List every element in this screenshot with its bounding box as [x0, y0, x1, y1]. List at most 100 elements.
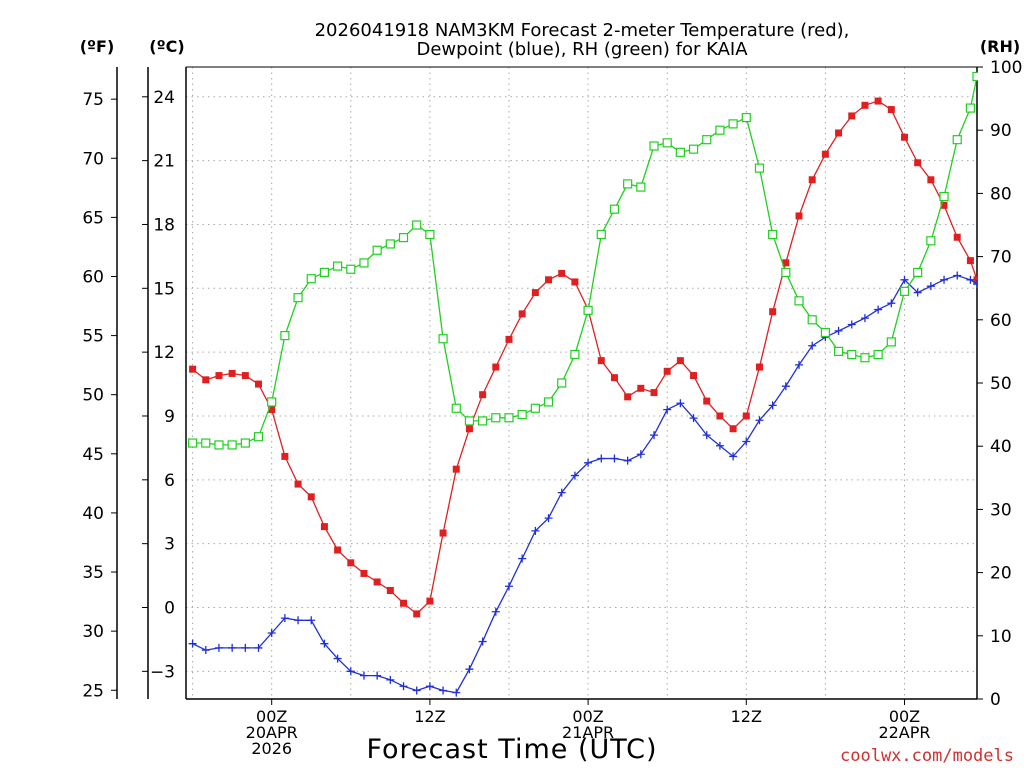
temperature-point — [940, 201, 948, 209]
dewpoint-point — [294, 616, 303, 625]
temperature-point — [320, 523, 328, 531]
rh-point — [741, 112, 751, 123]
rh-point — [609, 204, 620, 214]
temperature-point — [386, 586, 394, 594]
temperature-point — [505, 335, 513, 343]
dewpoint-point — [201, 646, 210, 655]
temperature-point — [914, 159, 922, 167]
dewpoint-point — [953, 271, 962, 280]
rh-point — [478, 416, 488, 426]
rh-point — [267, 397, 277, 407]
rh-point — [596, 229, 606, 240]
rh-point — [570, 349, 580, 360]
temperature-point — [782, 259, 790, 267]
x-tick-label: 21APR — [562, 723, 614, 742]
temperature-point — [202, 376, 210, 384]
celsius-tick-label: 3 — [164, 535, 175, 555]
temperature-point — [650, 389, 658, 397]
dewpoint-point — [623, 456, 632, 465]
rh-point — [768, 229, 778, 240]
temperature-point — [518, 310, 526, 318]
rh-point — [517, 410, 527, 420]
dewpoint-point — [940, 275, 949, 284]
dewpoint-point — [359, 671, 368, 680]
temperature-point — [531, 289, 539, 297]
rh-point — [636, 182, 646, 192]
fahrenheit-tick-label: 25 — [82, 681, 104, 701]
dewpoint-point — [663, 405, 672, 414]
rh-point — [398, 233, 409, 243]
chart-title-line-2: Dewpoint (blue), RH (green) for KAIA — [416, 39, 748, 60]
temperature-point — [373, 578, 381, 586]
rh-tick-label: 80 — [990, 184, 1012, 204]
dewpoint-point — [887, 299, 896, 308]
dewpoint-point — [228, 643, 237, 652]
celsius-tick-label: 18 — [153, 215, 175, 235]
temperature-point — [334, 546, 342, 554]
rh-point — [227, 440, 237, 450]
celsius-tick-label: 24 — [153, 88, 175, 108]
dewpoint-series — [188, 271, 978, 697]
dewpoint-point — [900, 275, 909, 284]
dewpoint-point — [333, 654, 342, 663]
rh-point — [675, 147, 685, 157]
rh-point — [702, 135, 712, 145]
dewpoint-point — [346, 667, 355, 676]
x-axis-title: Forecast Time (UTC) — [366, 734, 657, 765]
celsius-tick-label: −3 — [150, 662, 175, 682]
rh-point — [972, 71, 978, 82]
dewpoint-point — [478, 637, 487, 646]
dewpoint-point — [425, 682, 434, 691]
dewpoint-point — [188, 639, 197, 648]
rh-point — [807, 315, 817, 325]
x-tick-label: 20APR — [246, 723, 298, 742]
temperature-point — [821, 150, 829, 158]
rh-point — [201, 438, 211, 448]
dewpoint-point — [373, 671, 382, 680]
rh-point — [557, 378, 567, 388]
rh-point — [886, 337, 896, 347]
rh-point — [385, 239, 395, 249]
rh-point — [952, 135, 962, 145]
rh-tick-label: 100 — [990, 58, 1022, 78]
temperature-point — [973, 276, 978, 284]
rh-point — [649, 141, 659, 151]
rh-point — [187, 438, 198, 448]
rh-point — [847, 349, 857, 360]
temperature-point — [479, 391, 487, 399]
fahrenheit-tick-label: 75 — [82, 90, 104, 110]
rh-point — [280, 331, 290, 341]
rh-point — [662, 138, 672, 148]
rh-tick-label: 90 — [990, 121, 1012, 141]
grid — [186, 67, 977, 699]
temperature-point — [413, 610, 421, 618]
rh-tick-label: 40 — [990, 437, 1012, 457]
temperature-point — [716, 412, 724, 420]
temperature-point — [558, 269, 566, 277]
temperature-point — [492, 363, 500, 371]
rh-point — [965, 103, 976, 113]
rh-point — [781, 267, 791, 277]
rh-point — [464, 416, 475, 426]
dewpoint-point — [491, 607, 500, 616]
credit-text: coolwx.com/models — [840, 746, 1014, 766]
rh-point — [873, 349, 883, 360]
temperature-point — [703, 397, 711, 405]
temperature-point — [900, 133, 908, 141]
temperature-line — [192, 100, 978, 615]
temperature-point — [400, 599, 408, 607]
x-tick-label: 00Z — [889, 707, 920, 726]
rh-point — [899, 286, 910, 296]
rh-point — [913, 267, 923, 277]
celsius-tick-label: 12 — [153, 343, 175, 363]
dewpoint-point — [755, 416, 764, 425]
temperature-point — [953, 233, 961, 241]
x-tick-label: 00Z — [572, 707, 603, 726]
dewpoint-point — [241, 643, 250, 652]
rh-line — [192, 76, 978, 446]
fahrenheit-tick-label: 40 — [82, 504, 104, 524]
rh-point — [214, 440, 224, 450]
rh-point — [754, 163, 765, 173]
celsius-tick-label: 21 — [153, 152, 175, 172]
fahrenheit-axis-unit: (ºF) — [80, 37, 115, 56]
